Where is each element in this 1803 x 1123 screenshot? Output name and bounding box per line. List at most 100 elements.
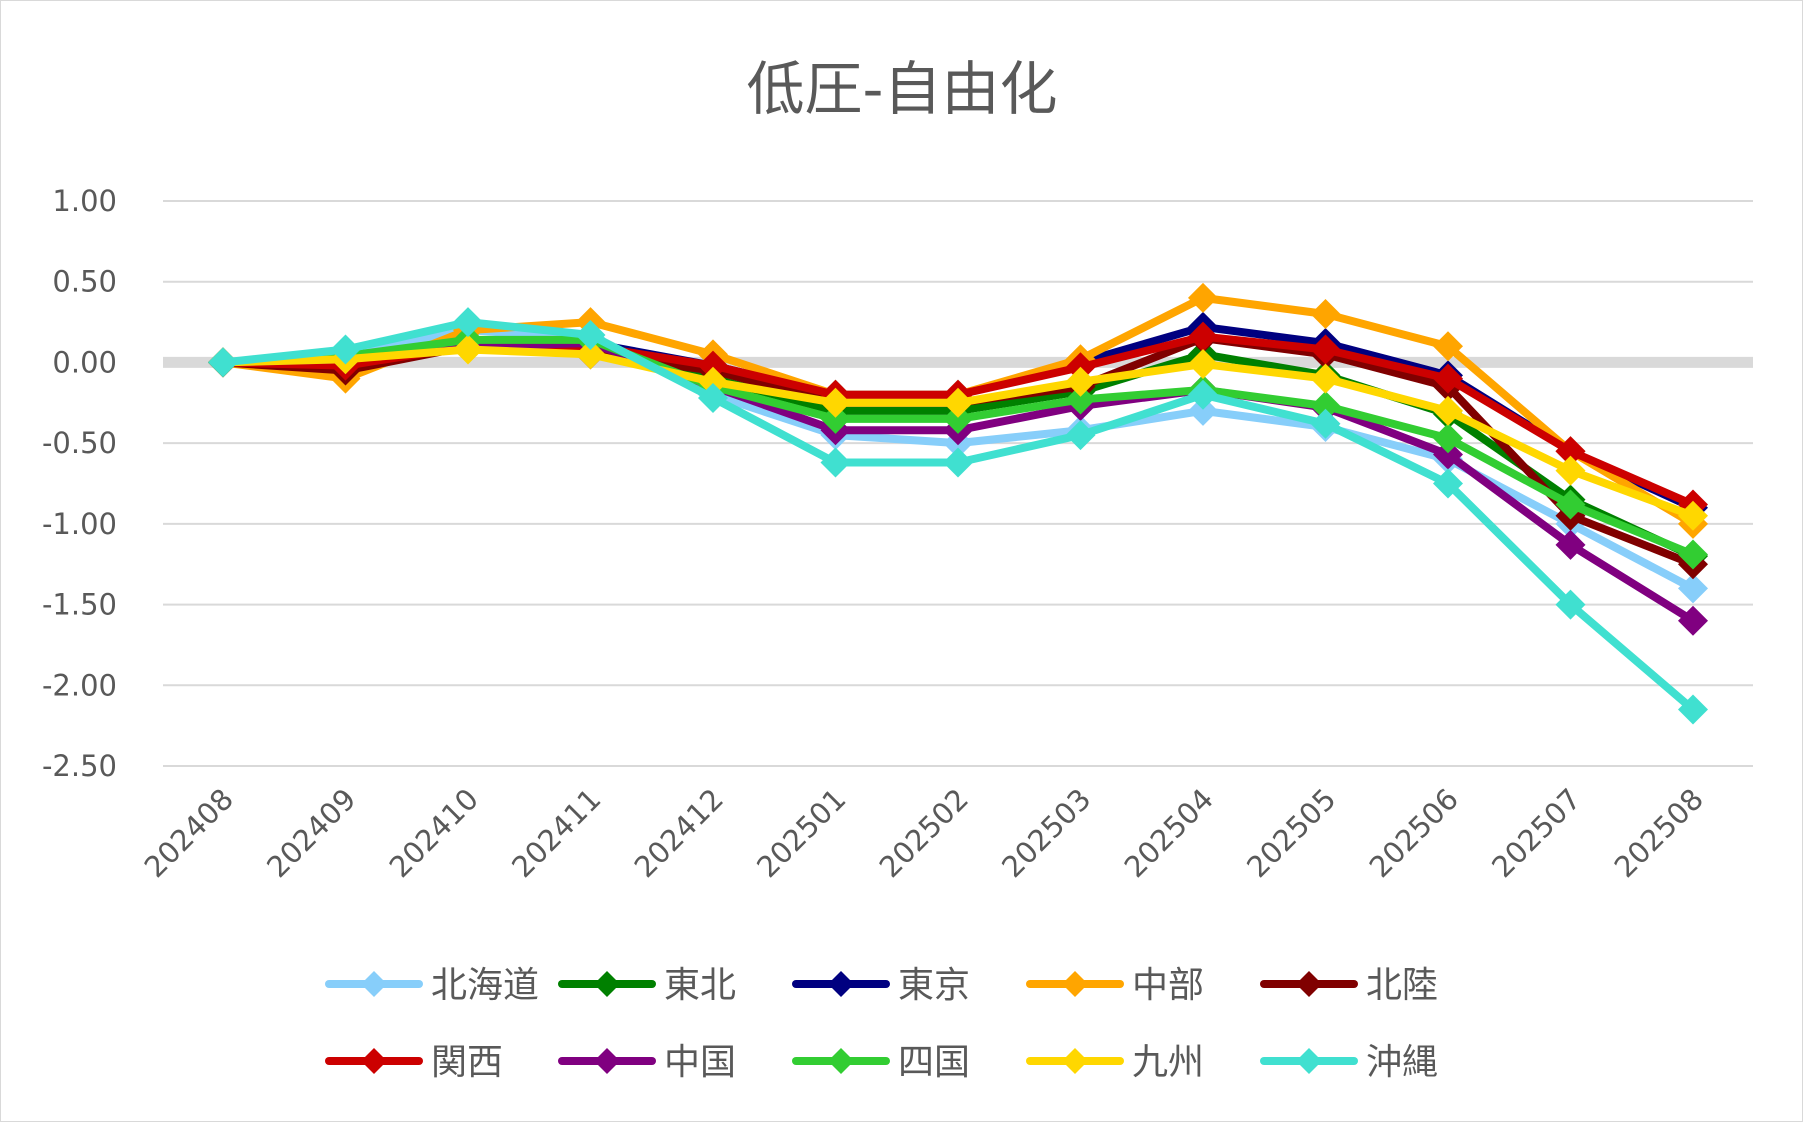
y-tick-label: -2.50 bbox=[42, 749, 117, 783]
legend-marker bbox=[1062, 1048, 1088, 1074]
data-point bbox=[1678, 605, 1708, 636]
legend-item: 関西 bbox=[325, 1042, 503, 1083]
data-point bbox=[1433, 423, 1463, 454]
data-point bbox=[1678, 500, 1708, 531]
data-point bbox=[1433, 395, 1463, 426]
legend-label: 北陸 bbox=[1366, 965, 1438, 1006]
series-lines bbox=[208, 282, 1708, 725]
data-point bbox=[943, 403, 973, 434]
data-point bbox=[1433, 439, 1463, 470]
data-point bbox=[575, 319, 606, 350]
legend-label: 東京 bbox=[898, 965, 970, 1006]
legend-item: 沖縄 bbox=[1260, 1042, 1438, 1083]
data-point bbox=[1188, 282, 1218, 313]
data-point bbox=[1188, 349, 1218, 380]
data-point bbox=[1555, 455, 1586, 486]
gridlines bbox=[163, 200, 1753, 767]
data-point bbox=[453, 334, 483, 365]
data-point bbox=[330, 334, 361, 365]
x-tick-label: 202412 bbox=[628, 782, 730, 884]
legend-marker bbox=[361, 971, 387, 997]
data-point bbox=[1555, 489, 1586, 520]
data-point bbox=[1188, 321, 1218, 352]
y-tick-label: -2.00 bbox=[42, 668, 117, 702]
legend-item: 北陸 bbox=[1260, 965, 1438, 1006]
data-point bbox=[698, 366, 728, 397]
x-tick-label: 202411 bbox=[505, 782, 607, 884]
data-point bbox=[820, 447, 851, 478]
legend-marker bbox=[1296, 1048, 1322, 1074]
data-point bbox=[820, 403, 851, 434]
x-tick-label: 202409 bbox=[260, 782, 362, 884]
legend-label: 関西 bbox=[431, 1042, 503, 1083]
series-10 bbox=[208, 307, 1708, 725]
y-tick-label: -0.50 bbox=[42, 426, 117, 460]
data-point bbox=[1188, 395, 1218, 426]
data-point bbox=[1678, 539, 1708, 570]
data-point bbox=[820, 387, 851, 418]
x-tick-label: 202504 bbox=[1118, 782, 1220, 884]
data-point bbox=[575, 339, 606, 370]
data-point bbox=[453, 307, 483, 338]
legend-marker bbox=[361, 1048, 387, 1074]
data-point bbox=[208, 347, 238, 378]
legend-marker bbox=[828, 1048, 854, 1074]
legend-label: 中部 bbox=[1132, 965, 1204, 1006]
legend-label: 中国 bbox=[664, 1042, 736, 1083]
data-point bbox=[1188, 379, 1218, 410]
data-point bbox=[698, 350, 728, 381]
legend-label: 沖縄 bbox=[1366, 1042, 1438, 1083]
x-tick-label: 202502 bbox=[873, 782, 975, 884]
x-tick-label: 202410 bbox=[383, 782, 485, 884]
chart-title: 低圧-自由化 bbox=[747, 55, 1058, 123]
y-tick-label: 1.00 bbox=[52, 184, 117, 218]
x-tick-label: 202508 bbox=[1608, 782, 1710, 884]
data-point bbox=[1310, 363, 1341, 394]
y-tick-label: -1.50 bbox=[42, 588, 117, 622]
data-point bbox=[1433, 331, 1463, 362]
legend-item: 四国 bbox=[792, 1042, 970, 1083]
data-point bbox=[1310, 408, 1341, 439]
x-tick-label: 202506 bbox=[1363, 782, 1465, 884]
data-point bbox=[1065, 420, 1096, 451]
x-tick-label: 202408 bbox=[138, 782, 240, 884]
data-point bbox=[698, 382, 728, 413]
y-tick-label: 0.50 bbox=[52, 265, 117, 299]
legend-label: 東北 bbox=[664, 965, 736, 1006]
data-point bbox=[943, 387, 973, 418]
data-point bbox=[1555, 529, 1586, 560]
x-tick-label: 202503 bbox=[995, 782, 1097, 884]
y-tick-label: -1.00 bbox=[42, 507, 117, 541]
legend-marker bbox=[1296, 971, 1322, 997]
legend-item: 中部 bbox=[1026, 965, 1204, 1006]
y-axis-ticks: 1.00 0.50 0.00 -0.50 -1.00 -1.50 -2.00 -2.50 bbox=[42, 184, 117, 783]
legend-marker bbox=[594, 971, 620, 997]
legend-item: 北海道 bbox=[325, 965, 539, 1006]
data-point bbox=[1433, 363, 1463, 394]
legend-item: 東北 bbox=[558, 965, 736, 1006]
legend-item: 東京 bbox=[792, 965, 970, 1006]
legend-item: 中国 bbox=[558, 1042, 736, 1083]
legend-item: 九州 bbox=[1026, 1042, 1204, 1083]
legend-label: 四国 bbox=[898, 1042, 970, 1083]
legend-marker bbox=[828, 971, 854, 997]
x-tick-label: 202501 bbox=[750, 782, 852, 884]
data-point bbox=[1310, 391, 1341, 422]
x-tick-label: 202507 bbox=[1485, 782, 1587, 884]
data-point bbox=[1555, 436, 1586, 467]
x-tick-label: 202505 bbox=[1240, 782, 1342, 884]
legend-marker bbox=[594, 1048, 620, 1074]
data-point bbox=[943, 447, 973, 478]
data-point bbox=[1065, 366, 1096, 397]
data-point bbox=[1678, 694, 1708, 725]
legend-label: 北海道 bbox=[431, 965, 539, 1006]
data-point bbox=[1310, 299, 1341, 329]
data-point bbox=[1065, 384, 1096, 415]
legend-marker bbox=[1062, 971, 1088, 997]
data-point bbox=[1678, 573, 1708, 604]
y-tick-label: 0.00 bbox=[52, 345, 117, 379]
data-point bbox=[1310, 334, 1341, 365]
